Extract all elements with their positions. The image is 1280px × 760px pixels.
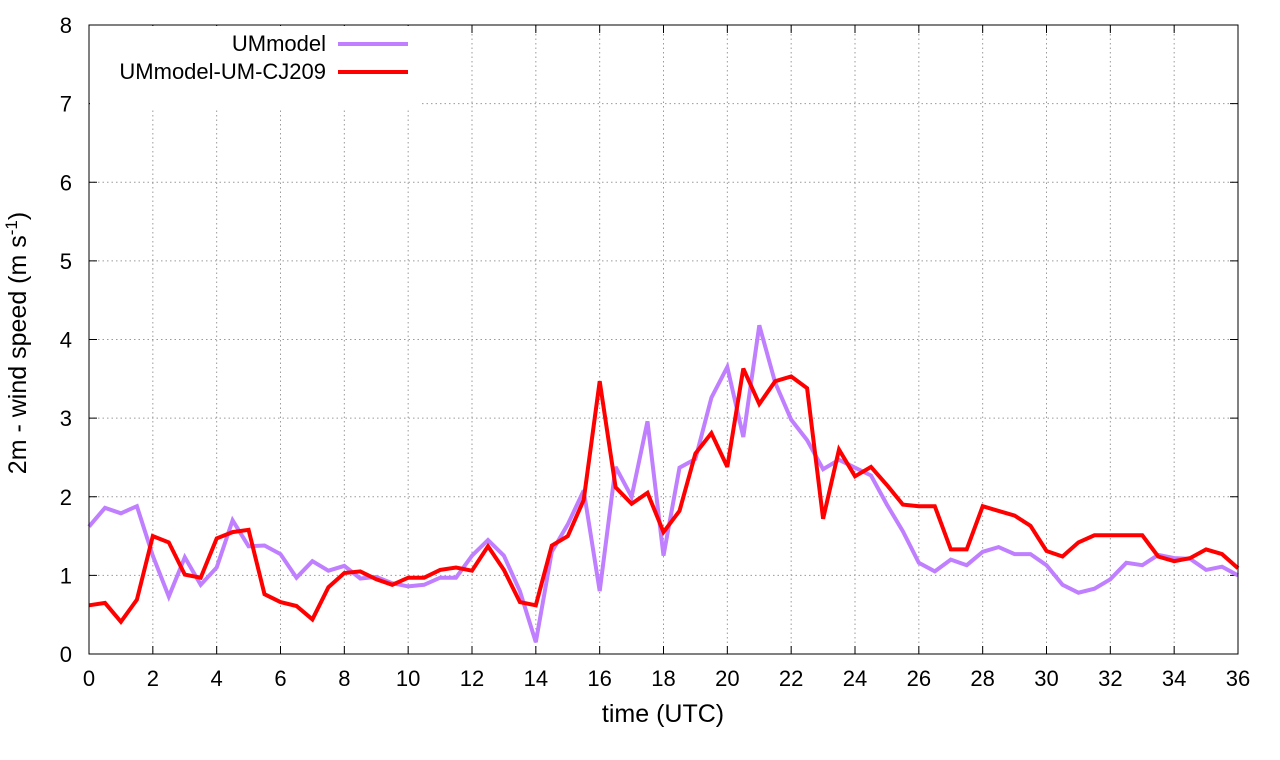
y-tick-label: 4 xyxy=(60,328,72,353)
x-tick-label: 32 xyxy=(1098,666,1122,691)
axis-ticks: 0 2 4 6 8 10 12 14 16 18 20 22 24 26 28 30 32 34 360123456… xyxy=(60,13,1250,691)
x-tick-label: 28 xyxy=(970,666,994,691)
x-tick-label: 26 xyxy=(907,666,931,691)
y-tick-label: 8 xyxy=(60,13,72,38)
y-tick-label: 2 xyxy=(60,485,72,510)
plot-frame xyxy=(88,24,1239,655)
legend-label-ummodel: UMmodel xyxy=(232,31,326,56)
legend: UMmodel UMmodel-UM-CJ209 xyxy=(90,26,420,110)
y-tick-label: 7 xyxy=(60,92,72,117)
y-tick-label: 6 xyxy=(60,170,72,195)
x-tick-label: 14 xyxy=(524,666,548,691)
x-tick-label: 2 xyxy=(147,666,159,691)
x-tick-label: 22 xyxy=(779,666,803,691)
y-axis-title-main: 2m - wind speed (m s xyxy=(4,235,32,474)
x-tick-label: 10 xyxy=(396,666,420,691)
x-axis-title: time (UTC) xyxy=(602,700,724,728)
series-line-ummodel xyxy=(87,324,1239,643)
y-tick-label: 5 xyxy=(60,249,72,274)
y-axis-title-tail: ) xyxy=(4,212,32,220)
legend-box xyxy=(90,26,420,110)
x-tick-label: 34 xyxy=(1162,666,1186,691)
y-tick-label: 3 xyxy=(60,406,72,431)
y-tick-label: 1 xyxy=(60,563,72,588)
x-tick-label: 24 xyxy=(843,666,867,691)
x-tick-label: 16 xyxy=(587,666,611,691)
x-tick-label: 4 xyxy=(211,666,223,691)
x-tick-label: 6 xyxy=(274,666,286,691)
x-tick-label: 20 xyxy=(715,666,739,691)
x-tick-label: 30 xyxy=(1034,666,1058,691)
series-lines xyxy=(87,324,1240,643)
legend-label-ummodel-um-cj209: UMmodel-UM-CJ209 xyxy=(119,59,326,84)
series-line-ummodel-um-cj209 xyxy=(88,367,1240,626)
grid xyxy=(89,25,1238,654)
x-tick-label: 12 xyxy=(460,666,484,691)
x-tick-label: 0 xyxy=(83,666,95,691)
x-tick-label: 8 xyxy=(338,666,350,691)
y-tick-label: 0 xyxy=(60,642,72,667)
y-axis-title: 2m - wind speed (m s-1) xyxy=(2,212,32,474)
x-tick-label: 36 xyxy=(1226,666,1250,691)
y-axis-title-superscript: -1 xyxy=(2,220,21,235)
x-tick-label: 18 xyxy=(651,666,675,691)
